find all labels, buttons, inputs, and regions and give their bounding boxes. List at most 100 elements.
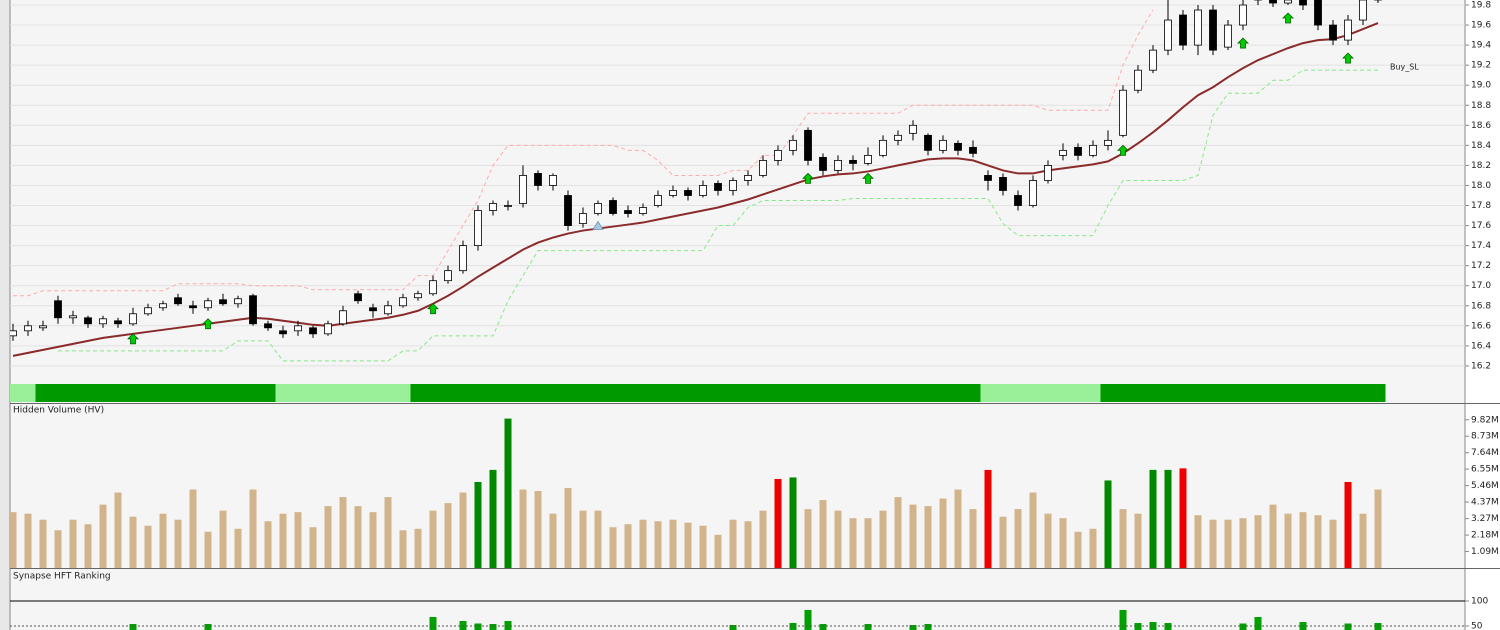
regime-band — [1100, 384, 1386, 402]
volume-title: Hidden Volume (HV) — [13, 406, 104, 416]
bar — [564, 488, 572, 568]
candle-body — [834, 159, 842, 171]
bar — [804, 509, 812, 568]
y-tick-label: 19.4 — [1471, 41, 1491, 51]
bar — [654, 521, 662, 568]
candle-body — [954, 142, 962, 151]
bar — [1029, 492, 1037, 568]
candle-body — [729, 180, 737, 191]
candle-body — [684, 190, 692, 196]
bar — [999, 516, 1007, 568]
candle-body — [1179, 14, 1187, 46]
bar — [834, 510, 842, 568]
candle-body — [1134, 69, 1142, 91]
y-tick-label: 18.4 — [1471, 141, 1491, 151]
bar — [579, 510, 587, 568]
bar — [879, 510, 887, 568]
bar — [1239, 518, 1247, 568]
regime-band — [10, 384, 36, 402]
buy-signal — [202, 318, 214, 330]
candle-body — [909, 124, 917, 134]
candle-body — [129, 313, 137, 325]
bar — [1344, 623, 1352, 630]
candle-body — [999, 177, 1007, 191]
candle-body — [99, 318, 107, 325]
bar — [684, 522, 692, 568]
upper-band — [13, 9, 1154, 297]
candle-body — [10, 330, 17, 337]
bar — [1119, 509, 1127, 568]
bar — [114, 492, 122, 568]
candle-body — [564, 195, 572, 226]
bar — [789, 477, 797, 568]
candle-body — [114, 320, 122, 325]
candle-body — [54, 300, 62, 319]
candle-body — [1029, 180, 1037, 206]
regime-band — [275, 384, 411, 402]
candle-body — [579, 213, 587, 224]
y-tick-label: 3.27M — [1471, 514, 1499, 524]
y-tick-label: 17.4 — [1471, 241, 1491, 251]
regime-band — [980, 384, 1101, 402]
bar — [24, 513, 32, 568]
candle-body — [894, 134, 902, 141]
bar — [1239, 623, 1247, 630]
candle-body — [1074, 146, 1082, 156]
y-tick-label: 19.0 — [1471, 81, 1491, 91]
buy-signal — [1237, 37, 1249, 49]
bar — [474, 481, 482, 568]
candle-body — [1284, 0, 1292, 4]
candle-body — [1209, 9, 1217, 51]
buy-signal — [1342, 52, 1354, 64]
y-tick-label: 18.2 — [1471, 161, 1491, 171]
bar — [759, 510, 767, 568]
candle-body — [489, 203, 497, 211]
bar — [399, 530, 407, 568]
candle-body — [294, 325, 302, 332]
candle-body — [1149, 49, 1157, 71]
bar — [429, 510, 437, 568]
candle-body — [354, 293, 362, 302]
bar — [1149, 622, 1157, 630]
candle-body — [669, 190, 677, 196]
buy-signal — [427, 303, 439, 315]
candle-body — [474, 210, 482, 247]
bar — [984, 469, 992, 568]
candle-body — [849, 159, 857, 164]
bar — [159, 513, 167, 568]
candle-body — [1239, 4, 1247, 26]
bar — [459, 492, 467, 568]
y-tick-label: 50 — [1471, 622, 1483, 630]
bar — [1299, 512, 1307, 568]
bar — [204, 624, 212, 630]
buy-signal — [862, 172, 874, 184]
candle-body — [1119, 89, 1127, 136]
bar — [909, 504, 917, 568]
candle-body — [1164, 19, 1172, 51]
buy-signal — [1282, 12, 1294, 24]
candle-body — [324, 323, 332, 335]
bar — [279, 513, 287, 568]
candle-body — [1329, 24, 1337, 41]
bar — [264, 521, 272, 568]
candle-body — [789, 139, 797, 151]
bar — [924, 506, 932, 568]
bar — [744, 521, 752, 568]
bar — [1179, 468, 1187, 568]
bar — [69, 519, 77, 568]
y-tick-label: 18.8 — [1471, 101, 1491, 111]
bar — [1314, 515, 1322, 568]
candle-body — [69, 315, 77, 319]
bar — [789, 623, 797, 630]
bar — [99, 504, 107, 568]
bar — [1359, 513, 1367, 568]
candle-body — [174, 297, 182, 305]
bar — [1329, 519, 1337, 568]
y-tick-label: 100 — [1471, 597, 1488, 607]
bar — [444, 503, 452, 568]
candle-body — [759, 159, 767, 176]
bar — [339, 497, 347, 568]
candle-body — [189, 305, 197, 309]
bar — [294, 512, 302, 568]
bar — [804, 610, 812, 630]
